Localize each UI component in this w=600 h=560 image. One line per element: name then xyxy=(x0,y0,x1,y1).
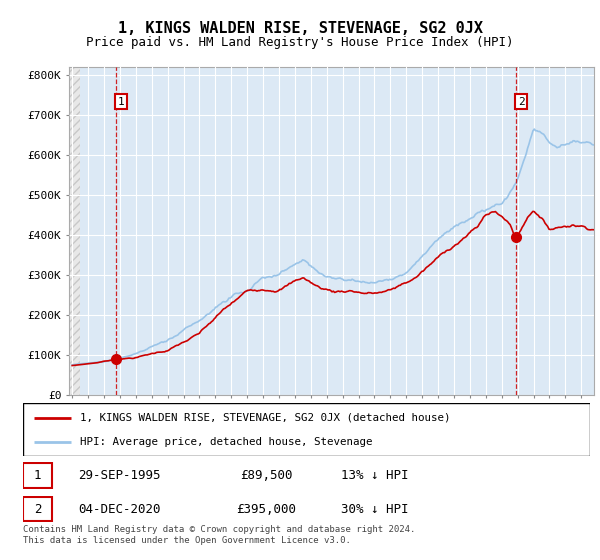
Text: £89,500: £89,500 xyxy=(241,469,293,482)
Text: 1, KINGS WALDEN RISE, STEVENAGE, SG2 0JX: 1, KINGS WALDEN RISE, STEVENAGE, SG2 0JX xyxy=(118,21,482,36)
Text: 2: 2 xyxy=(34,502,41,516)
Text: 13% ↓ HPI: 13% ↓ HPI xyxy=(341,469,408,482)
Text: 1: 1 xyxy=(34,469,41,482)
Text: 2: 2 xyxy=(518,96,524,106)
Text: Contains HM Land Registry data © Crown copyright and database right 2024.
This d: Contains HM Land Registry data © Crown c… xyxy=(23,525,415,545)
Bar xyxy=(69,67,80,395)
Text: 1, KINGS WALDEN RISE, STEVENAGE, SG2 0JX (detached house): 1, KINGS WALDEN RISE, STEVENAGE, SG2 0JX… xyxy=(79,413,450,423)
Text: 1: 1 xyxy=(118,96,124,106)
Text: Price paid vs. HM Land Registry's House Price Index (HPI): Price paid vs. HM Land Registry's House … xyxy=(86,36,514,49)
Text: HPI: Average price, detached house, Stevenage: HPI: Average price, detached house, Stev… xyxy=(79,437,372,447)
Text: 30% ↓ HPI: 30% ↓ HPI xyxy=(341,502,408,516)
Text: 29-SEP-1995: 29-SEP-1995 xyxy=(78,469,160,482)
Text: 04-DEC-2020: 04-DEC-2020 xyxy=(78,502,160,516)
Bar xyxy=(23,463,52,488)
Bar xyxy=(23,497,52,521)
Text: £395,000: £395,000 xyxy=(236,502,296,516)
